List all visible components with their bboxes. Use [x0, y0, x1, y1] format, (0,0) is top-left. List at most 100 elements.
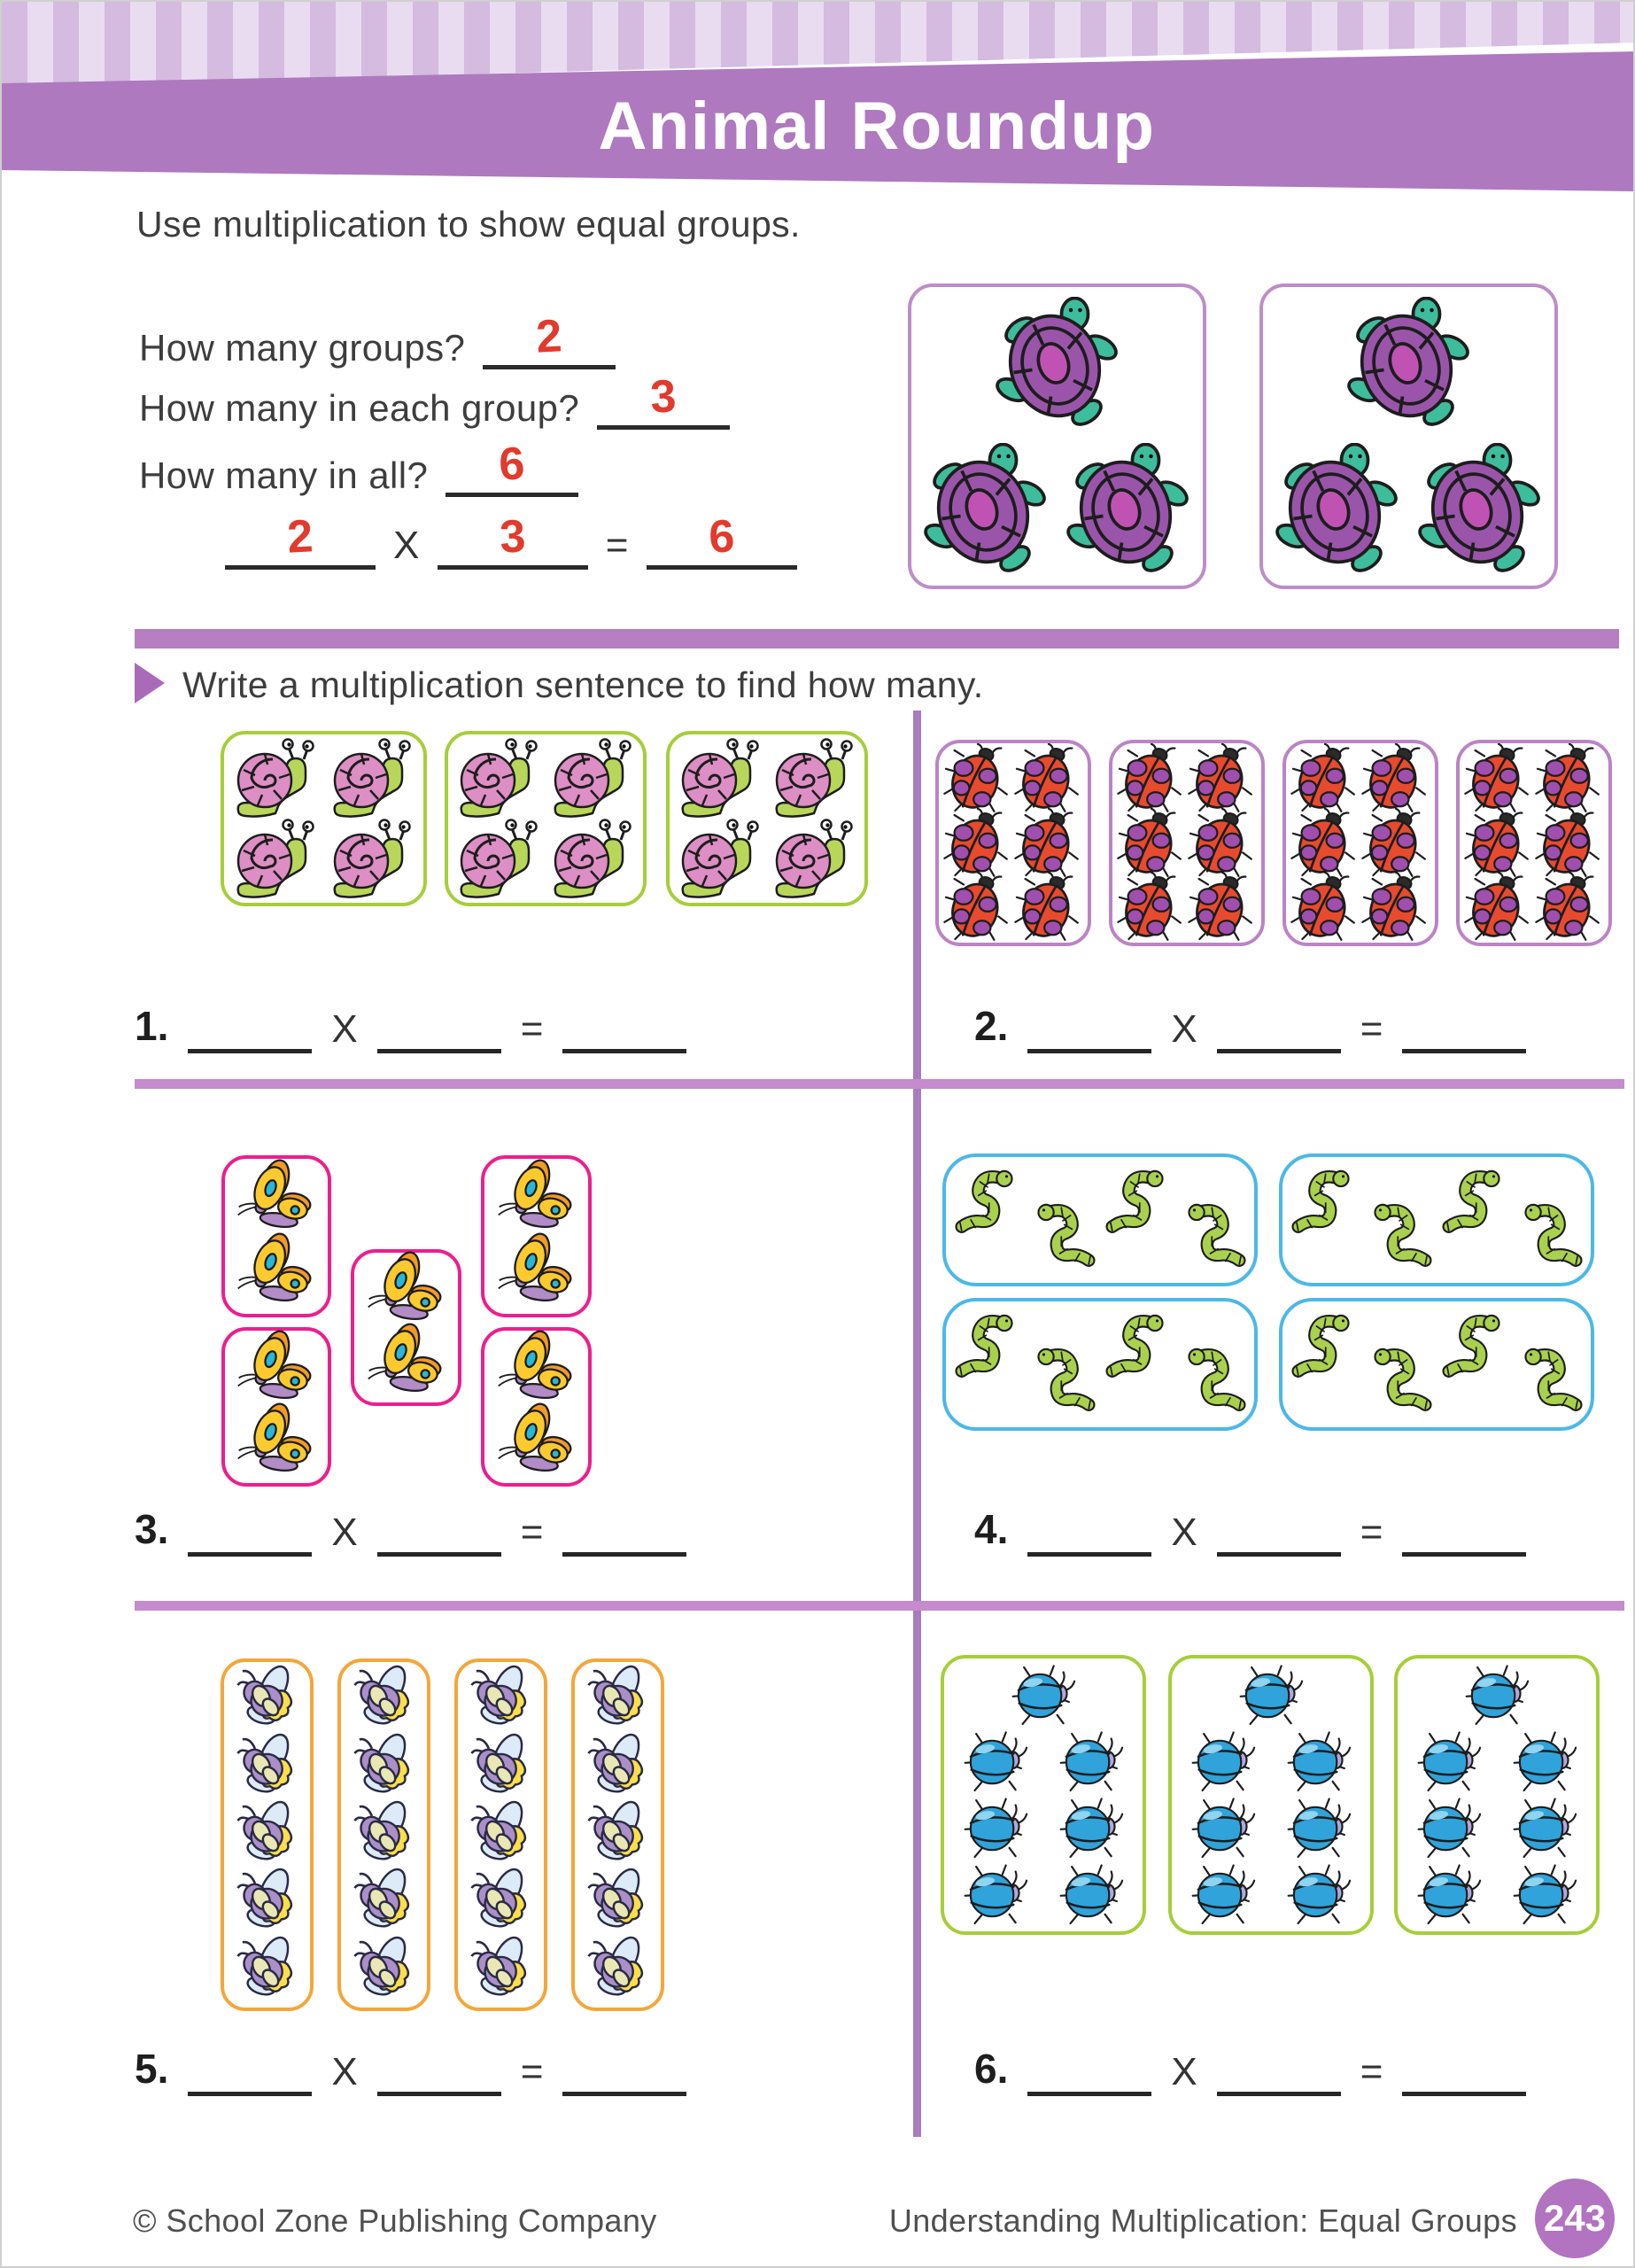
worm-group-box — [942, 1153, 1258, 1286]
turtle-icon — [1414, 443, 1546, 576]
turtle-icon — [1271, 443, 1404, 576]
bee-icon — [579, 1931, 657, 2009]
beetle-icon — [1009, 1661, 1078, 1730]
answer-blank: 6 — [446, 438, 579, 497]
butterfly-group-box — [481, 1327, 592, 1487]
butterfly-icon — [366, 1251, 447, 1332]
grid-horizontal-divider-1 — [135, 1079, 1624, 1089]
bee-icon — [462, 1728, 540, 1806]
ladybug-group-box — [1109, 740, 1265, 946]
worm-icon — [949, 1309, 1026, 1386]
ladybug-icon — [1534, 743, 1605, 814]
example-question-in-all: How many in all? 6 — [139, 438, 579, 497]
ladybug-icon — [942, 808, 1013, 879]
beetle-icon — [961, 1860, 1030, 1930]
beetle-icon — [1189, 1860, 1258, 1930]
snail-icon — [770, 815, 858, 904]
problem-3-answer-row: 3. X = — [135, 1504, 687, 1557]
answer-blank — [1216, 2044, 1341, 2096]
section-divider-bar — [135, 629, 1619, 649]
butterfly-icon — [496, 1232, 577, 1314]
ladybug-icon — [1116, 743, 1187, 814]
butterfly-group-box — [351, 1249, 461, 1406]
handwritten-answer: 3 — [648, 370, 678, 423]
answer-blank — [1027, 1001, 1152, 1053]
ladybug-icon — [1360, 808, 1431, 879]
butterfly-icon — [236, 1330, 317, 1411]
times-sign: X — [331, 1511, 358, 1554]
ladybug-icon — [1013, 808, 1084, 879]
section-heading: Write a multiplication sentence to find … — [182, 664, 984, 705]
bee-icon — [345, 1863, 423, 1941]
times-sign: X — [331, 1007, 358, 1051]
answer-blank — [562, 2044, 687, 2096]
snail-group-box — [221, 731, 427, 906]
butterfly-icon — [496, 1159, 577, 1240]
bee-icon — [462, 1660, 540, 1738]
bee-icon — [462, 1796, 540, 1874]
beetle-icon — [1414, 1860, 1484, 1930]
worm-group-box — [942, 1298, 1258, 1431]
worm-icon — [1286, 1309, 1362, 1386]
equals-sign: = — [520, 1007, 544, 1051]
worm-icon — [949, 1165, 1026, 1241]
grid-vertical-divider — [913, 711, 921, 2137]
answer-blank — [376, 2044, 501, 2096]
snail-icon — [770, 734, 858, 823]
equals-sign: = — [520, 2050, 544, 2093]
worm-icon — [1361, 1199, 1437, 1275]
beetle-icon — [1284, 1794, 1353, 1863]
bee-icon — [462, 1863, 540, 1941]
problem-4-answer-row: 4. X = — [974, 1504, 1527, 1557]
beetle-group-box — [1394, 1655, 1600, 1935]
equals-sign: = — [605, 524, 629, 567]
beetle-group-box — [941, 1655, 1146, 1935]
worm-icon — [1512, 1343, 1588, 1419]
answer-blank — [1402, 1001, 1527, 1053]
ladybug-icon — [1187, 743, 1258, 814]
worm-icon — [1025, 1199, 1101, 1275]
question-label: How many in each group? — [139, 387, 580, 429]
butterfly-icon — [236, 1402, 317, 1484]
bee-icon — [345, 1796, 423, 1874]
butterfly-icon — [236, 1232, 317, 1314]
ladybug-icon — [942, 872, 1013, 943]
butterfly-group-box — [481, 1155, 592, 1317]
ladybug-icon — [1290, 743, 1360, 814]
grid-horizontal-divider-2 — [135, 1601, 1624, 1611]
ladybug-icon — [1013, 872, 1084, 943]
bee-icon — [229, 1728, 306, 1806]
times-sign: X — [393, 524, 420, 567]
worm-icon — [1437, 1309, 1513, 1386]
answer-blank — [1216, 1504, 1341, 1557]
snail-icon — [454, 734, 543, 823]
worm-icon — [1361, 1343, 1437, 1419]
beetle-icon — [1284, 1860, 1353, 1930]
bee-icon — [229, 1931, 306, 2009]
page-title: Animal Roundup — [598, 89, 1156, 164]
snail-icon — [548, 734, 637, 823]
ladybug-icon — [1187, 808, 1258, 879]
snail-icon — [676, 734, 764, 823]
answer-blank — [1402, 1504, 1527, 1557]
ladybug-icon — [1534, 872, 1605, 943]
turtle-icon — [1062, 443, 1195, 576]
turtle-group-box — [908, 284, 1206, 589]
answer-blank — [562, 1001, 687, 1053]
ladybug-icon — [1463, 808, 1534, 879]
beetle-group-box — [1168, 1655, 1374, 1935]
worm-icon — [1175, 1199, 1251, 1275]
ladybug-group-box — [935, 740, 1091, 946]
equals-sign: = — [1360, 1511, 1383, 1554]
butterfly-group-box — [221, 1155, 331, 1317]
snail-icon — [328, 815, 416, 904]
beetle-icon — [1189, 1794, 1258, 1863]
problem-2-answer-row: 2. X = — [974, 1001, 1527, 1053]
answer-blank — [188, 1001, 313, 1053]
equation-blank: 2 — [225, 510, 376, 570]
ladybug-icon — [1013, 743, 1084, 814]
bee-icon — [229, 1796, 306, 1874]
beetle-icon — [1414, 1728, 1484, 1797]
times-sign: X — [331, 2050, 358, 2093]
